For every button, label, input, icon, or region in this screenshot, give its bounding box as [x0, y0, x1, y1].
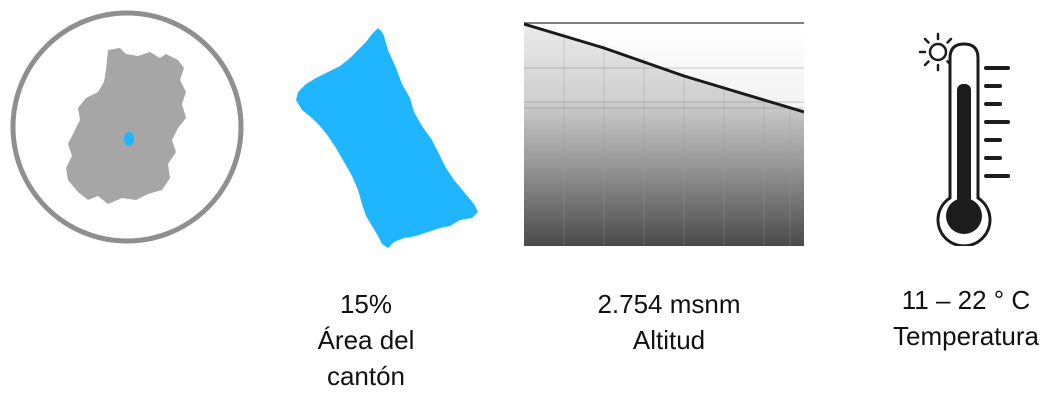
- area-caption: 15% Área del cantón: [292, 286, 440, 394]
- temperature-value: 11 – 22 ° C: [901, 285, 1031, 315]
- canton-area-shape-icon: [292, 22, 488, 250]
- altitude-label: Altitud: [632, 325, 706, 355]
- location-marker: [124, 132, 134, 146]
- altitude-line: [523, 22, 805, 114]
- canton-locator-map-icon: [8, 8, 246, 246]
- temperature-caption: 11 – 22 ° C Temperatura: [880, 282, 1052, 354]
- altitude-value: 2.754 msnm: [597, 289, 741, 319]
- area-label-line1: Área del: [317, 325, 415, 355]
- region-shape: [66, 48, 186, 204]
- temperature-label: Temperatura: [893, 321, 1039, 351]
- area-value: 15%: [339, 289, 393, 319]
- altitude-profile-icon: [523, 22, 805, 246]
- thermometer-sun-icon: [910, 30, 1018, 248]
- altitude-caption: 2.754 msnm Altitud: [574, 286, 764, 358]
- area-label-line2: cantón: [326, 361, 406, 391]
